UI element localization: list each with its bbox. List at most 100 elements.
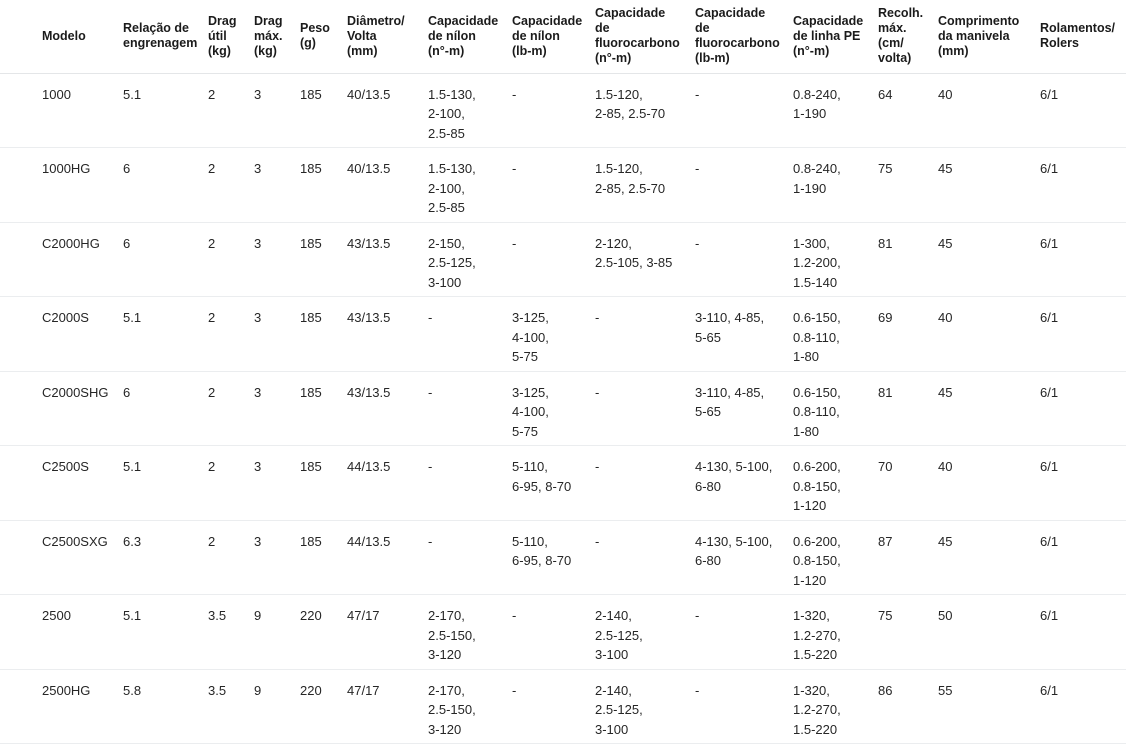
- table-cell: -: [428, 384, 433, 400]
- table-row: C2000SHG 6 2 3 185 43/13.5 - 3-125, 4-100, 5-75…: [0, 371, 1126, 446]
- table-cell: 3: [254, 384, 262, 400]
- table-row: 2500 5.1 3.5 9 220 47/17 2-170, 2.5-150, 3-120…: [0, 595, 1126, 669]
- table-cell: 0.6-150, 0.8-110, 1-80: [793, 384, 841, 439]
- column-header: Peso (g): [300, 0, 347, 74]
- table-cell: 0.8-240, 1-190: [793, 86, 841, 122]
- table-cell: 6/1: [1040, 310, 1059, 325]
- table-cell: 1.5-130, 2-100, 2.5-85: [428, 86, 476, 141]
- table-cell: 6/1: [1040, 86, 1059, 102]
- table-cell: 3.5: [208, 682, 227, 698]
- table-cell: 43/13.5: [347, 235, 391, 251]
- table-cell: 185: [300, 86, 322, 102]
- table-cell: -: [428, 310, 433, 325]
- table-cell: 2-120, 2.5-105, 3-85: [595, 235, 673, 271]
- table-cell: 4-130, 5-100, 6-80: [695, 459, 773, 494]
- table-cell: 87: [878, 533, 893, 549]
- table-cell: 6/1: [1040, 161, 1059, 176]
- column-header: Recolh. máx. (cm/ volta): [878, 0, 938, 74]
- column-header: Drag útil (kg): [208, 0, 254, 74]
- table-cell: 185: [300, 310, 322, 325]
- table-cell: 6/1: [1040, 459, 1059, 474]
- table-cell: 86: [878, 682, 893, 698]
- table-cell: 220: [300, 608, 322, 623]
- table-cell: 43/13.5: [347, 310, 391, 325]
- table-cell: 69: [878, 310, 893, 325]
- table-cell: 75: [878, 608, 893, 623]
- table-row: C2500SXG 6.3 2 3 185 44/13.5 - 5-110, 6-95, 8-7…: [0, 520, 1126, 595]
- table-cell: -: [695, 608, 700, 623]
- table-cell: 6/1: [1040, 235, 1059, 251]
- table-cell: 2: [208, 310, 216, 325]
- table-cell: 40: [938, 310, 953, 325]
- table-cell: -: [695, 682, 700, 698]
- column-header: Drag máx. (kg): [254, 0, 300, 74]
- table-cell: 3-110, 4-85, 5-65: [695, 384, 765, 420]
- table-cell: -: [595, 459, 600, 474]
- table-cell: 1.5-130, 2-100, 2.5-85: [428, 161, 476, 215]
- table-cell: 4-130, 5-100, 6-80: [695, 533, 773, 569]
- table-cell: 43/13.5: [347, 384, 391, 400]
- table-cell: 70: [878, 459, 893, 474]
- column-header: Capacidade de linha PE (n°-m): [793, 0, 878, 74]
- table-row: 1000HG 6 2 3 185 40/13.5 1.5-130, 2-100, 2.5-8…: [0, 148, 1126, 222]
- table-cell: 5.8: [123, 682, 142, 698]
- table-row: 2500HG 5.8 3.5 9 220 47/17 2-170, 2.5-150, 3-1…: [0, 669, 1126, 744]
- table-cell: 2: [208, 384, 216, 400]
- table-cell: 1-320, 1.2-270, 1.5-220: [793, 682, 841, 737]
- model-cell: C2000HG: [42, 235, 100, 251]
- table-cell: 3: [254, 161, 262, 176]
- table-row: 1000 5.1 2 3 185 40/13.5 1.5-130, 2-100, 2.5-8…: [0, 73, 1126, 148]
- table-cell: 185: [300, 533, 322, 549]
- model-cell: C2000SHG: [42, 384, 109, 400]
- table-cell: 6: [123, 235, 131, 251]
- table-cell: 3: [254, 459, 262, 474]
- table-cell: 0.6-200, 0.8-150, 1-120: [793, 459, 841, 513]
- table-cell: 44/13.5: [347, 459, 391, 474]
- table-cell: -: [512, 161, 517, 176]
- table-cell: 2: [208, 86, 216, 102]
- table-cell: 6/1: [1040, 682, 1059, 698]
- table-cell: -: [595, 533, 600, 549]
- table-cell: 185: [300, 161, 322, 176]
- model-cell: 2500HG: [42, 682, 91, 698]
- table-cell: 6/1: [1040, 608, 1059, 623]
- column-header: Capacidade de nílon (lb-m): [512, 0, 595, 74]
- model-cell: 1000: [42, 86, 71, 102]
- table-cell: 40: [938, 459, 953, 474]
- model-cell: C2000S: [42, 310, 89, 325]
- table-cell: 5.1: [123, 86, 142, 102]
- table-cell: 40/13.5: [347, 86, 391, 102]
- model-cell: 2500: [42, 608, 71, 623]
- table-cell: 3-125, 4-100, 5-75: [512, 310, 549, 364]
- table-cell: 45: [938, 533, 953, 549]
- column-header: Modelo: [0, 0, 123, 74]
- table-cell: 45: [938, 235, 953, 251]
- column-header: Capacidade de fluorocarbono (lb-m): [695, 0, 793, 74]
- table-cell: 5.1: [123, 459, 142, 474]
- table-cell: 6: [123, 161, 131, 176]
- table-cell: -: [512, 608, 517, 623]
- table-cell: -: [695, 86, 700, 102]
- table-cell: 45: [938, 161, 953, 176]
- table-cell: -: [428, 533, 433, 549]
- table-cell: -: [695, 235, 700, 251]
- table-cell: 47/17: [347, 608, 380, 623]
- table-cell: 5.1: [123, 608, 142, 623]
- table-cell: 3: [254, 235, 262, 251]
- table-cell: 2-140, 2.5-125, 3-100: [595, 682, 643, 737]
- table-row: C2000HG 6 2 3 185 43/13.5 2-150, 2.5-125, 3-10…: [0, 222, 1126, 297]
- table-cell: 2: [208, 533, 216, 549]
- table-cell: 0.6-150, 0.8-110, 1-80: [793, 310, 841, 364]
- table-cell: 55: [938, 682, 953, 698]
- model-cell: C2500SXG: [42, 533, 108, 549]
- table-cell: 5-110, 6-95, 8-70: [512, 533, 572, 569]
- table-cell: 2-170, 2.5-150, 3-120: [428, 682, 476, 737]
- table-cell: -: [595, 310, 600, 325]
- table-cell: 185: [300, 235, 322, 251]
- table-cell: 3: [254, 310, 262, 325]
- table-cell: 6: [123, 384, 131, 400]
- table-cell: -: [512, 86, 517, 102]
- table-cell: 3-110, 4-85, 5-65: [695, 310, 765, 345]
- table-cell: 6.3: [123, 533, 142, 549]
- table-cell: 50: [938, 608, 953, 623]
